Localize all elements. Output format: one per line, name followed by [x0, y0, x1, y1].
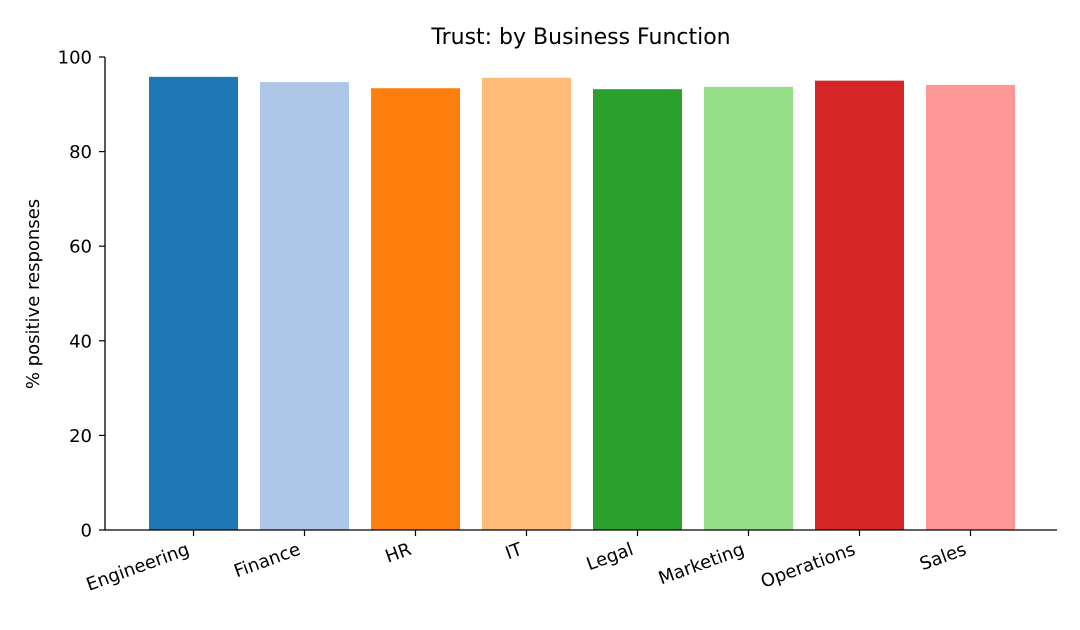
y-tick-label: 20 — [69, 426, 92, 447]
y-axis-ticks: 0 20 40 60 80 100 — [58, 48, 105, 542]
x-tick-label-engineering: Engineering — [84, 539, 193, 596]
x-tick-label-operations: Operations — [758, 539, 858, 593]
y-axis-label: % positive responses — [23, 199, 44, 389]
bar-legal — [593, 89, 682, 530]
bar-operations — [815, 80, 904, 531]
bar-finance — [260, 82, 349, 530]
y-tick-label: 0 — [81, 521, 92, 542]
bars-group — [149, 76, 1015, 531]
y-tick-label: 40 — [69, 331, 92, 352]
x-tick-label-legal: Legal — [584, 539, 637, 575]
x-axis-ticks: Engineering Finance HR IT Legal Marketing Oper… — [84, 530, 972, 596]
bar-hr — [371, 88, 460, 530]
y-tick-label: 80 — [69, 142, 92, 163]
bar-it — [482, 77, 571, 530]
bar-sales — [926, 84, 1015, 531]
x-tick-label-marketing: Marketing — [656, 539, 747, 589]
x-tick-label-it: IT — [503, 539, 526, 565]
x-tick-label-finance: Finance — [231, 539, 303, 582]
y-tick-label: 60 — [69, 237, 92, 258]
bar-engineering — [149, 76, 238, 530]
x-tick-label-sales: Sales — [917, 539, 969, 575]
chart-title: Trust: by Business Function — [430, 25, 730, 50]
bar-marketing — [704, 86, 793, 530]
y-tick-label: 100 — [58, 48, 92, 69]
x-tick-label-hr: HR — [383, 539, 415, 568]
